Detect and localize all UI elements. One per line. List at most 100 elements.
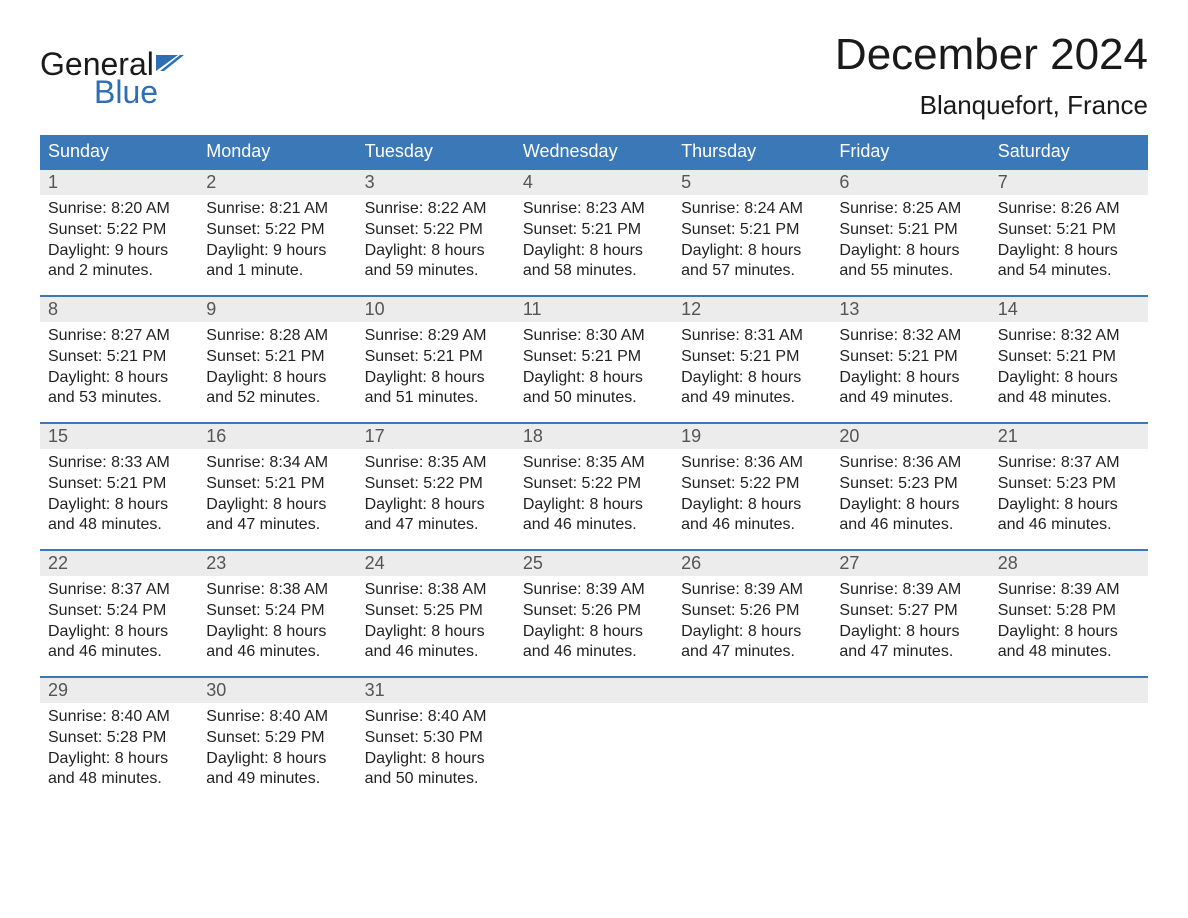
day-number: 24 bbox=[357, 551, 515, 576]
day-cell: Sunrise: 8:37 AMSunset: 5:24 PMDaylight:… bbox=[40, 576, 198, 676]
day-cell: Sunrise: 8:39 AMSunset: 5:28 PMDaylight:… bbox=[990, 576, 1148, 676]
daylight-text: Daylight: 8 hours bbox=[48, 749, 190, 770]
header: General Blue December 2024 Blanquefort, … bbox=[40, 30, 1148, 121]
day-number: 25 bbox=[515, 551, 673, 576]
day-number: 19 bbox=[673, 424, 831, 449]
sunrise-text: Sunrise: 8:20 AM bbox=[48, 199, 190, 220]
calendar: Sunday Monday Tuesday Wednesday Thursday… bbox=[40, 135, 1148, 803]
sunrise-text: Sunrise: 8:31 AM bbox=[681, 326, 823, 347]
daylight-text: Daylight: 8 hours bbox=[206, 622, 348, 643]
daylight-text: Daylight: 8 hours bbox=[365, 241, 507, 262]
day-cell: Sunrise: 8:23 AMSunset: 5:21 PMDaylight:… bbox=[515, 195, 673, 295]
sunrise-text: Sunrise: 8:35 AM bbox=[365, 453, 507, 474]
daylight-text: and 1 minute. bbox=[206, 261, 348, 282]
day-number bbox=[673, 678, 831, 703]
sunset-text: Sunset: 5:29 PM bbox=[206, 728, 348, 749]
daylight-text: and 46 minutes. bbox=[839, 515, 981, 536]
daylight-text: and 47 minutes. bbox=[681, 642, 823, 663]
day-cell: Sunrise: 8:40 AMSunset: 5:30 PMDaylight:… bbox=[357, 703, 515, 803]
sunset-text: Sunset: 5:22 PM bbox=[48, 220, 190, 241]
sunset-text: Sunset: 5:28 PM bbox=[998, 601, 1140, 622]
sunrise-text: Sunrise: 8:28 AM bbox=[206, 326, 348, 347]
daynum-row: 293031 bbox=[40, 678, 1148, 703]
sunrise-text: Sunrise: 8:25 AM bbox=[839, 199, 981, 220]
daylight-text: and 47 minutes. bbox=[365, 515, 507, 536]
daylight-text: and 48 minutes. bbox=[48, 515, 190, 536]
sunset-text: Sunset: 5:27 PM bbox=[839, 601, 981, 622]
flag-icon bbox=[156, 48, 184, 80]
day-cell: Sunrise: 8:31 AMSunset: 5:21 PMDaylight:… bbox=[673, 322, 831, 422]
daylight-text: and 48 minutes. bbox=[998, 642, 1140, 663]
sunset-text: Sunset: 5:26 PM bbox=[523, 601, 665, 622]
day-cell: Sunrise: 8:29 AMSunset: 5:21 PMDaylight:… bbox=[357, 322, 515, 422]
sunrise-text: Sunrise: 8:29 AM bbox=[365, 326, 507, 347]
sunset-text: Sunset: 5:23 PM bbox=[998, 474, 1140, 495]
week: 15161718192021Sunrise: 8:33 AMSunset: 5:… bbox=[40, 422, 1148, 549]
sunset-text: Sunset: 5:21 PM bbox=[998, 347, 1140, 368]
daynum-row: 891011121314 bbox=[40, 297, 1148, 322]
daynum-row: 22232425262728 bbox=[40, 551, 1148, 576]
weekday-header: Tuesday bbox=[357, 135, 515, 168]
day-number: 14 bbox=[990, 297, 1148, 322]
sunrise-text: Sunrise: 8:38 AM bbox=[365, 580, 507, 601]
day-number: 26 bbox=[673, 551, 831, 576]
daylight-text: Daylight: 8 hours bbox=[48, 622, 190, 643]
day-cell: Sunrise: 8:35 AMSunset: 5:22 PMDaylight:… bbox=[357, 449, 515, 549]
day-number: 4 bbox=[515, 170, 673, 195]
sunrise-text: Sunrise: 8:24 AM bbox=[681, 199, 823, 220]
daylight-text: and 59 minutes. bbox=[365, 261, 507, 282]
weeks-container: 1234567Sunrise: 8:20 AMSunset: 5:22 PMDa… bbox=[40, 168, 1148, 803]
sunrise-text: Sunrise: 8:37 AM bbox=[998, 453, 1140, 474]
day-body-row: Sunrise: 8:37 AMSunset: 5:24 PMDaylight:… bbox=[40, 576, 1148, 676]
sunrise-text: Sunrise: 8:36 AM bbox=[839, 453, 981, 474]
daylight-text: Daylight: 8 hours bbox=[523, 495, 665, 516]
day-number: 9 bbox=[198, 297, 356, 322]
daylight-text: Daylight: 8 hours bbox=[839, 622, 981, 643]
sunrise-text: Sunrise: 8:40 AM bbox=[365, 707, 507, 728]
daylight-text: and 46 minutes. bbox=[681, 515, 823, 536]
day-cell: Sunrise: 8:36 AMSunset: 5:22 PMDaylight:… bbox=[673, 449, 831, 549]
daylight-text: and 46 minutes. bbox=[523, 642, 665, 663]
day-number: 23 bbox=[198, 551, 356, 576]
sunset-text: Sunset: 5:25 PM bbox=[365, 601, 507, 622]
day-number: 7 bbox=[990, 170, 1148, 195]
day-cell: Sunrise: 8:37 AMSunset: 5:23 PMDaylight:… bbox=[990, 449, 1148, 549]
day-number: 28 bbox=[990, 551, 1148, 576]
day-number: 27 bbox=[831, 551, 989, 576]
sunset-text: Sunset: 5:24 PM bbox=[206, 601, 348, 622]
day-number bbox=[990, 678, 1148, 703]
daylight-text: Daylight: 8 hours bbox=[681, 622, 823, 643]
daylight-text: Daylight: 8 hours bbox=[523, 241, 665, 262]
sunset-text: Sunset: 5:21 PM bbox=[998, 220, 1140, 241]
day-cell: Sunrise: 8:21 AMSunset: 5:22 PMDaylight:… bbox=[198, 195, 356, 295]
day-cell: Sunrise: 8:22 AMSunset: 5:22 PMDaylight:… bbox=[357, 195, 515, 295]
daylight-text: Daylight: 8 hours bbox=[839, 368, 981, 389]
week: 891011121314Sunrise: 8:27 AMSunset: 5:21… bbox=[40, 295, 1148, 422]
logo: General Blue bbox=[40, 30, 184, 108]
sunset-text: Sunset: 5:21 PM bbox=[48, 474, 190, 495]
daylight-text: Daylight: 8 hours bbox=[523, 622, 665, 643]
daylight-text: Daylight: 8 hours bbox=[206, 495, 348, 516]
day-cell: Sunrise: 8:36 AMSunset: 5:23 PMDaylight:… bbox=[831, 449, 989, 549]
sunset-text: Sunset: 5:24 PM bbox=[48, 601, 190, 622]
sunrise-text: Sunrise: 8:30 AM bbox=[523, 326, 665, 347]
daylight-text: Daylight: 8 hours bbox=[206, 368, 348, 389]
day-body-row: Sunrise: 8:33 AMSunset: 5:21 PMDaylight:… bbox=[40, 449, 1148, 549]
daylight-text: and 52 minutes. bbox=[206, 388, 348, 409]
daylight-text: and 46 minutes. bbox=[206, 642, 348, 663]
daylight-text: and 57 minutes. bbox=[681, 261, 823, 282]
day-cell: Sunrise: 8:25 AMSunset: 5:21 PMDaylight:… bbox=[831, 195, 989, 295]
daylight-text: Daylight: 8 hours bbox=[48, 368, 190, 389]
sunset-text: Sunset: 5:21 PM bbox=[681, 347, 823, 368]
day-number: 11 bbox=[515, 297, 673, 322]
daylight-text: Daylight: 8 hours bbox=[998, 368, 1140, 389]
weekday-header: Wednesday bbox=[515, 135, 673, 168]
daylight-text: Daylight: 9 hours bbox=[48, 241, 190, 262]
daylight-text: Daylight: 8 hours bbox=[839, 241, 981, 262]
day-number: 13 bbox=[831, 297, 989, 322]
day-cell: Sunrise: 8:30 AMSunset: 5:21 PMDaylight:… bbox=[515, 322, 673, 422]
daylight-text: and 58 minutes. bbox=[523, 261, 665, 282]
day-cell: Sunrise: 8:24 AMSunset: 5:21 PMDaylight:… bbox=[673, 195, 831, 295]
day-number: 3 bbox=[357, 170, 515, 195]
day-cell: Sunrise: 8:38 AMSunset: 5:25 PMDaylight:… bbox=[357, 576, 515, 676]
